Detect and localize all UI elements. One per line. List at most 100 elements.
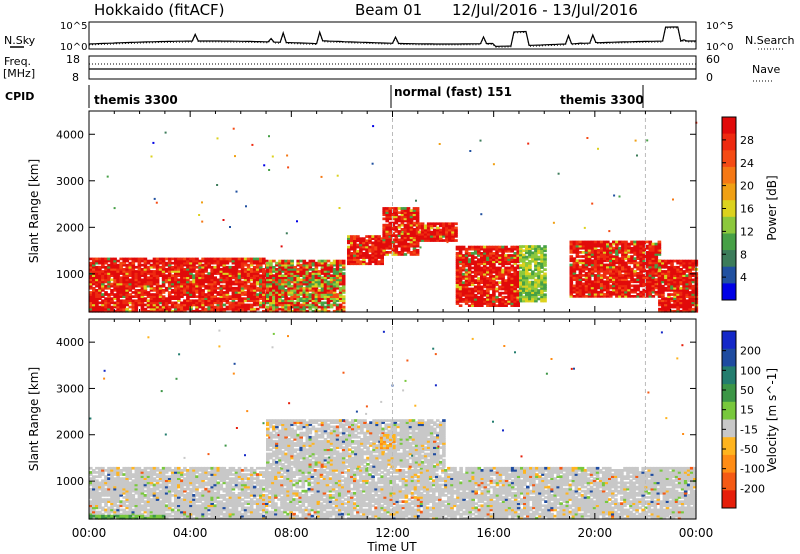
- velocity-cell: [125, 496, 129, 499]
- power-cell: [207, 261, 211, 265]
- power-cell: [290, 303, 294, 307]
- power-cell: [658, 282, 662, 286]
- power-cell: [495, 254, 499, 257]
- power-cell: [252, 259, 257, 263]
- power-cell: [606, 240, 610, 244]
- power-cell: [477, 289, 481, 293]
- power-cell: [371, 247, 375, 251]
- power-cell: [642, 276, 646, 279]
- power-cell: [519, 278, 523, 282]
- power-cell: [409, 217, 414, 221]
- power-cell: [492, 295, 496, 299]
- power-cell: [290, 278, 294, 282]
- power-cell: [391, 213, 396, 217]
- power-cell: [278, 293, 282, 296]
- power-cell: [581, 240, 586, 244]
- power-cell: [673, 284, 677, 288]
- power-cell: [113, 268, 117, 271]
- power-cell: [581, 274, 586, 277]
- power-cell: [467, 289, 472, 293]
- power-cell: [645, 253, 649, 256]
- power-cell: [204, 274, 208, 277]
- power-cell: [137, 272, 142, 275]
- power-cell: [332, 297, 337, 300]
- power-cell: [630, 280, 634, 284]
- power-cell: [234, 297, 239, 300]
- power-cell: [98, 291, 102, 294]
- velocity-cell: [174, 516, 178, 520]
- power-cell: [290, 274, 294, 277]
- range-tick-label: 4000: [56, 128, 84, 141]
- power-cell: [149, 276, 154, 280]
- power-cell: [507, 298, 511, 301]
- power-cell: [664, 309, 668, 313]
- power-cell: [397, 253, 402, 256]
- power-cell: [391, 249, 396, 252]
- power-cell: [183, 289, 187, 292]
- power-cell: [161, 291, 166, 294]
- power-cell: [522, 272, 526, 276]
- velocity-cell: [143, 510, 148, 514]
- power-cell: [222, 286, 227, 290]
- power-cell: [661, 286, 665, 290]
- power-cell: [534, 291, 538, 294]
- power-cell: [400, 253, 405, 256]
- power-cell: [158, 291, 163, 294]
- power-cell: [95, 299, 99, 303]
- power-cell: [599, 242, 604, 246]
- power-cell: [507, 279, 511, 282]
- power-cell: [688, 286, 692, 290]
- power-cell: [338, 280, 343, 284]
- power-cell: [492, 163, 495, 166]
- power-cell: [231, 307, 236, 311]
- power-cell: [198, 297, 202, 300]
- power-cell: [275, 284, 279, 288]
- power-cell: [531, 270, 535, 274]
- power-cell: [234, 272, 239, 275]
- power-cell: [498, 302, 502, 305]
- velocity-cell: [177, 471, 181, 474]
- power-cell: [400, 207, 405, 210]
- velocity-cell: [167, 500, 172, 503]
- power-cell: [464, 247, 469, 251]
- velocity-cell: [125, 494, 129, 497]
- power-cell: [268, 135, 270, 138]
- velocity-cell: [177, 510, 181, 514]
- power-cell: [510, 304, 514, 307]
- power-cell: [155, 261, 160, 265]
- velocity-cell: [149, 473, 154, 476]
- power-cell: [382, 217, 386, 221]
- velocity-cell: [101, 479, 105, 483]
- velocity-cell: [161, 502, 166, 505]
- velocity-cell: [122, 502, 126, 505]
- power-cell: [621, 282, 625, 286]
- velocity-cell: [149, 471, 154, 474]
- power-cell: [507, 270, 511, 274]
- power-cell: [584, 284, 589, 288]
- power-cell: [590, 253, 595, 256]
- power-cell: [149, 265, 154, 269]
- power-cell: [645, 295, 649, 298]
- power-cell: [584, 263, 589, 267]
- power-cell: [651, 267, 656, 271]
- velocity-cell: [104, 491, 108, 495]
- power-cell: [302, 295, 307, 298]
- velocity-cell: [131, 466, 136, 470]
- power-cell: [246, 268, 251, 271]
- power-cell: [198, 276, 202, 280]
- power-cell: [406, 207, 411, 210]
- power-cell: [119, 280, 123, 284]
- power-cell: [429, 230, 434, 234]
- power-cell: [519, 282, 523, 286]
- power-cell: [180, 295, 184, 298]
- power-cell: [507, 272, 511, 276]
- power-cell: [269, 291, 273, 294]
- power-cell: [510, 260, 514, 264]
- power-cell: [504, 245, 508, 249]
- power-cell: [540, 262, 544, 265]
- power-cell: [489, 304, 493, 307]
- power-cell: [201, 278, 205, 282]
- power-cell: [492, 260, 496, 264]
- power-cell: [480, 260, 484, 264]
- power-cell: [492, 247, 496, 251]
